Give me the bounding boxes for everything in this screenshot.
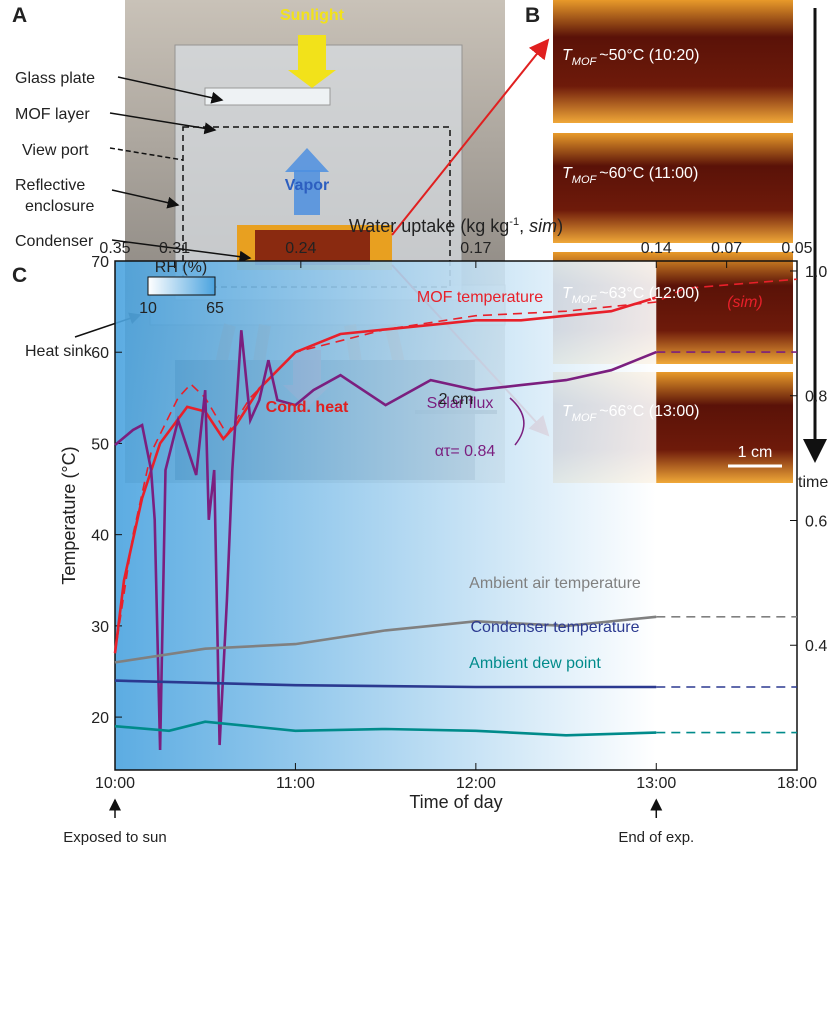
y2-tick-label: 0.8 <box>805 389 827 406</box>
y-tick-label: 20 <box>91 710 109 727</box>
x2-tick-label: 0.05 <box>781 240 812 257</box>
x-tick-label: 13:00 <box>636 775 676 792</box>
rh-colorbar <box>148 277 215 295</box>
callout: View port <box>22 142 89 159</box>
y-axis-label: Temperature (°C) <box>59 446 79 584</box>
y-tick-label: 50 <box>91 436 109 453</box>
scale-bar-label: 1 cm <box>738 444 773 461</box>
subscript: MOF <box>572 412 598 424</box>
x2-axis-label-part: sim <box>529 216 557 236</box>
y2-tick-label: 0.4 <box>805 638 827 655</box>
callout: MOF layer <box>15 106 90 123</box>
x2-tick-label: 0.07 <box>711 240 742 257</box>
callout: Heat sink <box>25 343 93 360</box>
series-label: Ambient dew point <box>469 655 601 672</box>
callout: Condenser <box>15 233 94 250</box>
caption: ~63°C (12:00) <box>599 285 699 302</box>
y-tick-label: 40 <box>91 528 109 545</box>
caption: ~50°C (10:20) <box>599 47 699 64</box>
x-tick-label: 11:00 <box>276 775 315 792</box>
x-axis-label: Time of day <box>409 792 502 812</box>
overlay-label: Vapor <box>285 177 329 194</box>
time-label: time <box>798 474 828 491</box>
y2-tick-label: 0.6 <box>805 513 827 530</box>
panel-label: B <box>525 4 540 27</box>
scale-bar-label: 2 cm <box>439 391 474 408</box>
subscript: MOF <box>572 294 598 306</box>
x-tick-label: 18:00 <box>777 775 817 792</box>
callout: Reflective <box>15 177 85 194</box>
y-tick-label: 30 <box>91 619 109 636</box>
panel-label: C <box>12 264 27 287</box>
x2-axis-label: Water uptake (kg kg-1, sim) <box>349 216 563 236</box>
x2-tick-label: 0.17 <box>460 240 491 257</box>
series-label: Ambient air temperature <box>469 575 641 592</box>
overlay-label: Cond. heat <box>266 399 349 416</box>
y2-tick-label: 1.0 <box>805 264 827 281</box>
annotation: Exposed to sun <box>63 829 166 846</box>
y-tick-label: 60 <box>91 345 109 362</box>
callout: Glass plate <box>15 70 95 87</box>
subscript: MOF <box>572 174 598 186</box>
x2-axis-label-part: ) <box>557 216 563 236</box>
rh-background <box>115 261 656 770</box>
series-label: (sim) <box>727 294 763 311</box>
x-tick-label: 10:00 <box>95 775 135 792</box>
x2-tick-label: 0.14 <box>641 240 672 257</box>
x2-axis-label-part: Water uptake (kg kg <box>349 216 509 236</box>
x2-tick-label: 0.24 <box>285 240 316 257</box>
rh-label: RH (%) <box>155 259 207 276</box>
series-label: Condenser temperature <box>471 619 640 636</box>
x2-axis-label-part: -1 <box>509 216 519 228</box>
callout: enclosure <box>25 198 94 215</box>
x2-tick-label: 0.31 <box>159 240 190 257</box>
subscript: MOF <box>572 56 598 68</box>
caption: ~60°C (11:00) <box>599 165 698 182</box>
rh-min: 10 <box>139 300 157 317</box>
rh-max: 65 <box>206 300 224 317</box>
annotation: ατ= 0.84 <box>435 443 496 460</box>
figure: 10:0011:0012:0013:0018:002030405060700.4… <box>0 0 840 1023</box>
x2-axis-label-part: , <box>519 216 529 236</box>
panel-label: A <box>12 4 27 27</box>
caption: ~66°C (13:00) <box>599 403 699 420</box>
overlay-label: Sunlight <box>280 7 345 24</box>
x2-tick-label: 0.35 <box>99 240 130 257</box>
series-label: MOF temperature <box>417 289 543 306</box>
annotation: End of exp. <box>618 829 694 846</box>
x-tick-label: 12:00 <box>456 775 496 792</box>
